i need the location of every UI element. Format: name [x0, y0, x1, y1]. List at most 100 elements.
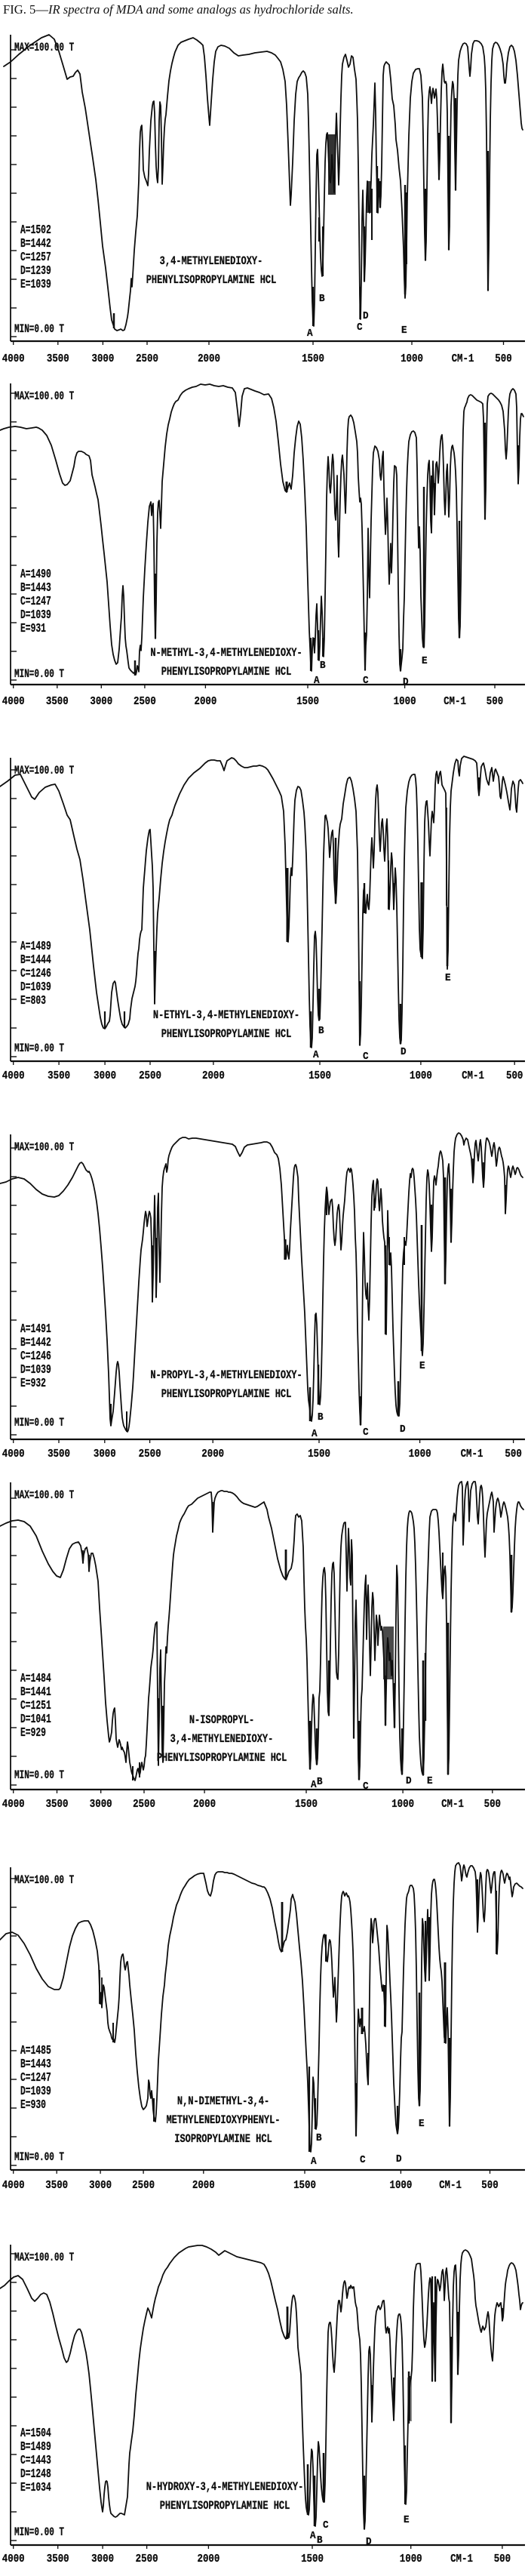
svg-text:2500: 2500 — [136, 2553, 158, 2565]
svg-text:2000: 2000 — [201, 1448, 224, 1460]
svg-text:1000: 1000 — [389, 2180, 412, 2192]
svg-text:CM-1: CM-1 — [450, 2553, 473, 2565]
svg-text:ISOPROPYLAMINE HCL: ISOPROPYLAMINE HCL — [174, 2133, 272, 2147]
svg-text:2500: 2500 — [136, 353, 158, 365]
svg-text:4000: 4000 — [2, 2180, 25, 2192]
svg-text:C: C — [363, 1780, 369, 1792]
svg-text:500: 500 — [487, 696, 503, 708]
svg-text:CM-1: CM-1 — [444, 696, 466, 708]
svg-text:3000: 3000 — [89, 2180, 112, 2192]
svg-text:MIN=0.00 T: MIN=0.00 T — [14, 1042, 64, 1055]
svg-text:MIN=0.00 T: MIN=0.00 T — [14, 1417, 64, 1430]
svg-text:PHENYLISOPROPYLAMINE HCL: PHENYLISOPROPYLAMINE HCL — [157, 1752, 287, 1765]
svg-text:A=1502: A=1502 — [20, 223, 51, 238]
svg-text:500: 500 — [481, 2180, 498, 2192]
svg-text:A: A — [312, 1427, 318, 1439]
svg-text:4000: 4000 — [2, 2553, 25, 2565]
svg-text:D: D — [403, 676, 409, 688]
svg-text:N-HYDROXY-3,4-METHYLENEDIOXY-: N-HYDROXY-3,4-METHYLENEDIOXY- — [146, 2481, 304, 2494]
svg-text:N-ETHYL-3,4-METHYLENEDIOXY-: N-ETHYL-3,4-METHYLENEDIOXY- — [153, 1009, 299, 1023]
svg-text:D=1248: D=1248 — [20, 2467, 51, 2482]
svg-text:2500: 2500 — [132, 2180, 155, 2192]
svg-text:E=1034: E=1034 — [20, 2481, 51, 2495]
svg-text:PHENYLISOPROPYLAMINE HCL: PHENYLISOPROPYLAMINE HCL — [146, 274, 277, 288]
svg-text:2000: 2000 — [202, 1070, 225, 1082]
svg-text:CM-1: CM-1 — [462, 1070, 484, 1082]
svg-text:2000: 2000 — [193, 1799, 216, 1811]
svg-text:B=1441: B=1441 — [20, 1685, 51, 1700]
svg-text:A: A — [307, 327, 313, 339]
svg-text:CM-1: CM-1 — [461, 1448, 483, 1460]
svg-text:MAX=100.00 T: MAX=100.00 T — [14, 1141, 74, 1154]
svg-text:1000: 1000 — [401, 353, 423, 365]
svg-text:1500: 1500 — [302, 353, 324, 365]
svg-text:D: D — [366, 2535, 372, 2547]
svg-text:1500: 1500 — [296, 696, 319, 708]
svg-text:1000: 1000 — [410, 1070, 432, 1082]
svg-text:METHYLENEDIOXYPHENYL-: METHYLENEDIOXYPHENYL- — [166, 2114, 280, 2128]
svg-text:D=1039: D=1039 — [20, 608, 51, 623]
svg-text:CM-1: CM-1 — [441, 1799, 464, 1811]
svg-text:2000: 2000 — [197, 2553, 219, 2565]
svg-text:3,4-METHYLENEDIOXY-: 3,4-METHYLENEDIOXY- — [160, 255, 263, 269]
svg-text:3500: 3500 — [47, 353, 69, 365]
svg-text:C: C — [323, 2519, 329, 2531]
svg-text:E: E — [404, 2513, 410, 2525]
svg-text:PHENYLISOPROPYLAMINE HCL: PHENYLISOPROPYLAMINE HCL — [161, 666, 292, 679]
svg-text:C: C — [363, 674, 369, 686]
svg-text:4000: 4000 — [2, 1799, 25, 1811]
svg-text:B: B — [316, 2131, 322, 2144]
svg-text:B=1442: B=1442 — [20, 237, 51, 251]
svg-text:B: B — [319, 292, 325, 304]
svg-text:4000: 4000 — [2, 1448, 25, 1460]
svg-text:C: C — [357, 321, 363, 333]
svg-text:B: B — [317, 1775, 323, 1787]
svg-text:3500: 3500 — [45, 2180, 68, 2192]
svg-text:3000: 3000 — [90, 696, 112, 708]
svg-text:MIN=0.00 T: MIN=0.00 T — [14, 1769, 64, 1782]
svg-text:MAX=100.00 T: MAX=100.00 T — [14, 1489, 74, 1502]
svg-text:PHENYLISOPROPYLAMINE HCL: PHENYLISOPROPYLAMINE HCL — [161, 1028, 292, 1042]
svg-text:D: D — [396, 2153, 402, 2165]
svg-text:C: C — [360, 2153, 366, 2165]
svg-text:3000: 3000 — [90, 1799, 112, 1811]
svg-text:B=1442: B=1442 — [20, 1336, 51, 1350]
svg-text:C=1246: C=1246 — [20, 967, 51, 981]
svg-text:500: 500 — [484, 1799, 501, 1811]
svg-text:3500: 3500 — [48, 1448, 70, 1460]
svg-text:D=1039: D=1039 — [20, 980, 51, 995]
svg-text:1000: 1000 — [409, 1448, 431, 1460]
svg-text:C=1443: C=1443 — [20, 2454, 51, 2468]
svg-text:MIN=0.00 T: MIN=0.00 T — [14, 2526, 64, 2539]
svg-text:PHENYLISOPROPYLAMINE HCL: PHENYLISOPROPYLAMINE HCL — [161, 1388, 292, 1402]
svg-text:500: 500 — [494, 2553, 511, 2565]
svg-text:2500: 2500 — [139, 1070, 161, 1082]
svg-text:1000: 1000 — [391, 1799, 414, 1811]
svg-text:3000: 3000 — [91, 2553, 114, 2565]
svg-text:3000: 3000 — [94, 1070, 116, 1082]
svg-text:N-PROPYL-3,4-METHYLENEDIOXY-: N-PROPYL-3,4-METHYLENEDIOXY- — [150, 1369, 302, 1383]
svg-text:E: E — [419, 1359, 425, 1371]
svg-text:A=1489: A=1489 — [20, 940, 51, 954]
svg-text:A=1484: A=1484 — [20, 1672, 51, 1686]
svg-text:D=1039: D=1039 — [20, 2085, 51, 2099]
svg-text:MAX=100.00 T: MAX=100.00 T — [14, 390, 74, 403]
svg-text:B: B — [318, 1024, 324, 1036]
svg-text:E=931: E=931 — [20, 622, 46, 636]
svg-text:E: E — [419, 2117, 425, 2129]
svg-text:N,N-DIMETHYL-3,4-: N,N-DIMETHYL-3,4- — [177, 2095, 269, 2109]
svg-text:B: B — [318, 1411, 324, 1423]
svg-text:CM-1: CM-1 — [439, 2180, 462, 2192]
svg-text:E=932: E=932 — [20, 1377, 46, 1391]
svg-text:D: D — [406, 1774, 412, 1787]
svg-text:1500: 1500 — [293, 2180, 316, 2192]
svg-text:D=1239: D=1239 — [20, 264, 51, 279]
svg-text:E: E — [401, 324, 407, 336]
svg-text:B: B — [317, 2534, 323, 2546]
svg-text:D: D — [363, 309, 369, 322]
svg-text:E: E — [422, 654, 428, 666]
svg-text:C=1247: C=1247 — [20, 595, 51, 609]
svg-text:B=1489: B=1489 — [20, 2440, 51, 2454]
svg-text:B: B — [320, 659, 326, 671]
svg-text:MIN=0.00 T: MIN=0.00 T — [14, 668, 64, 681]
